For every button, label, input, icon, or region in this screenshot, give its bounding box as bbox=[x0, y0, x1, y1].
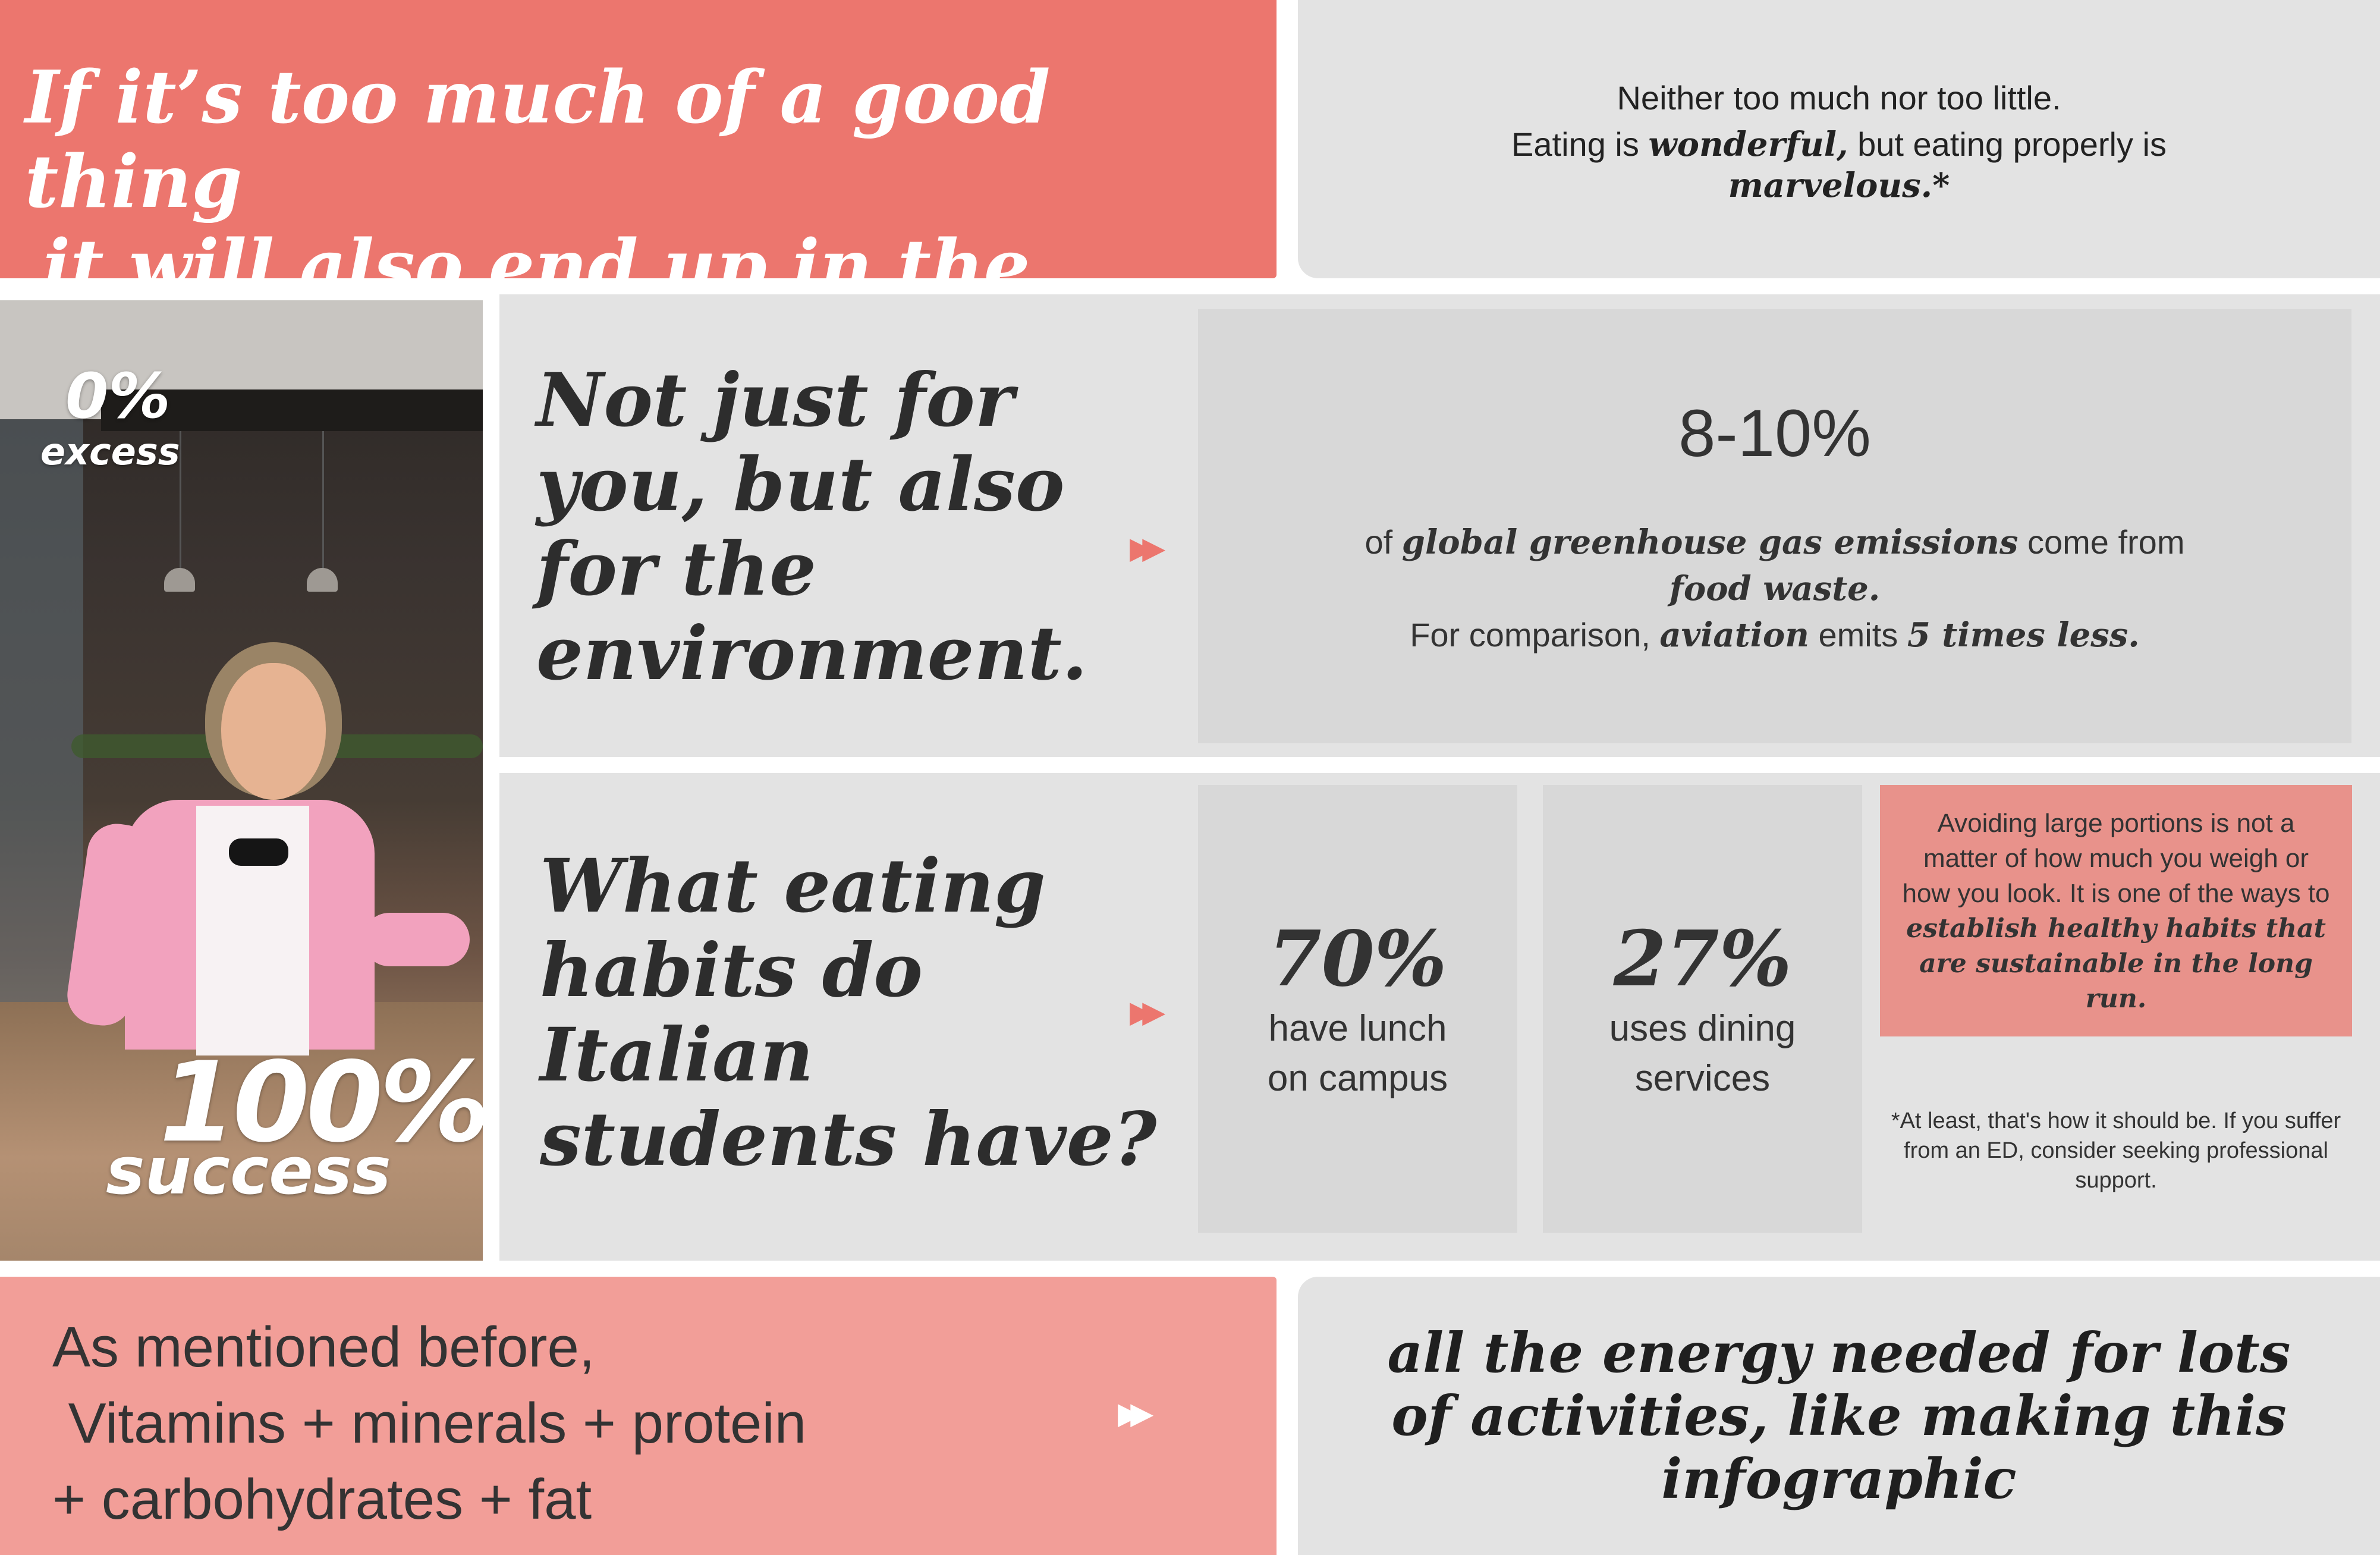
energy-text: all the energy needed for lots of activi… bbox=[1388, 1321, 2291, 1510]
bow-tie-icon bbox=[229, 838, 288, 866]
question-line: you, but also bbox=[536, 442, 1065, 528]
question-line: habits do bbox=[540, 928, 923, 1014]
energy-panel: all the energy needed for lots of activi… bbox=[1298, 1277, 2380, 1555]
emissions-description: of global greenhouse gas emissions come … bbox=[1365, 519, 2185, 658]
excess-label: excess bbox=[40, 430, 180, 473]
tagline-line-3: marvelous.* bbox=[1511, 168, 2167, 203]
question-line: Not just for bbox=[536, 357, 1014, 444]
question-line: Italian bbox=[540, 1012, 814, 1098]
tagline-text: Eating is bbox=[1511, 125, 1649, 163]
headline-line-1: If it’s too much of a good thing bbox=[25, 54, 1051, 224]
lunch-label-line: have lunch bbox=[1268, 1007, 1447, 1049]
emissions-text: emits bbox=[1809, 615, 1907, 654]
energy-line: all the energy needed for lots bbox=[1387, 1321, 2291, 1385]
times-less-emphasis: 5 times less. bbox=[1907, 615, 2140, 655]
lunch-value: 70% bbox=[1268, 914, 1447, 1004]
question-line: students have? bbox=[540, 1097, 1157, 1183]
emissions-emphasis: global greenhouse gas emissions bbox=[1401, 522, 2019, 562]
photo-ceiling-beam bbox=[101, 389, 483, 431]
photo-window bbox=[0, 419, 83, 1014]
emissions-text: For comparison, bbox=[1410, 615, 1660, 654]
dining-label: uses dining services bbox=[1609, 1004, 1796, 1104]
emissions-text: of bbox=[1365, 523, 1402, 561]
question-line: for the bbox=[536, 526, 816, 612]
emissions-line-1: of global greenhouse gas emissions come … bbox=[1365, 519, 2185, 566]
emissions-stat-box: 8-10% of global greenhouse gas emissions… bbox=[1198, 309, 2351, 743]
footnote: *At least, that's how it should be. If y… bbox=[1880, 1100, 2352, 1201]
photo-person-face bbox=[221, 663, 326, 800]
nutrients-text: As mentioned before, Vitamins + minerals… bbox=[52, 1309, 806, 1538]
success-value: 100% bbox=[159, 1038, 483, 1167]
energy-line: infographic bbox=[1661, 1447, 2017, 1511]
lamp-icon bbox=[164, 568, 195, 592]
nutrients-line: Vitamins + minerals + protein bbox=[52, 1391, 807, 1455]
energy-line: of activities, like making this bbox=[1391, 1384, 2287, 1448]
dining-value: 27% bbox=[1613, 914, 1792, 1004]
emissions-value: 8-10% bbox=[1678, 395, 1871, 470]
dining-label-line: services bbox=[1634, 1057, 1771, 1099]
question-line: What eating bbox=[540, 843, 1046, 929]
tagline-emphasis-marvelous: marvelous.* bbox=[1728, 166, 1950, 205]
portions-note: Avoiding large portions is not a matter … bbox=[1898, 806, 2334, 1016]
dining-label-line: uses dining bbox=[1609, 1007, 1796, 1049]
lamp-cord bbox=[180, 431, 181, 568]
portions-note-emphasis: establish healthy habits that are sustai… bbox=[1906, 913, 2326, 1014]
photo-person-arm bbox=[363, 913, 470, 966]
lunch-label: have lunch on campus bbox=[1268, 1004, 1448, 1104]
photo-panel: 0% excess 100% success bbox=[0, 300, 483, 1261]
nutrients-line: + carbohydrates + fat bbox=[52, 1468, 592, 1531]
lunch-label-line: on campus bbox=[1267, 1057, 1448, 1099]
dining-stat-box: 27% uses dining services bbox=[1543, 785, 1862, 1233]
tagline-text: but eating properly is bbox=[1848, 125, 2167, 163]
headline-banner: If it’s too much of a good thing it will… bbox=[0, 0, 1277, 392]
lunch-stat-box: 70% have lunch on campus bbox=[1198, 785, 1517, 1233]
tagline-panel: Neither too much nor too little. Eating … bbox=[1298, 0, 2380, 278]
emissions-text: come from bbox=[2018, 523, 2185, 561]
portions-note-box: Avoiding large portions is not a matter … bbox=[1880, 785, 2352, 1036]
question-line: environment. bbox=[536, 611, 1088, 697]
nutrients-panel: As mentioned before, Vitamins + minerals… bbox=[0, 1277, 1277, 1555]
aviation-emphasis: aviation bbox=[1659, 615, 1809, 655]
tagline-line-2: Eating is wonderful, but eating properly… bbox=[1511, 121, 2167, 168]
food-waste-emphasis: food waste. bbox=[1669, 568, 1881, 608]
emissions-line-2: food waste. bbox=[1365, 566, 2185, 612]
tagline-line-1: Neither too much nor too little. bbox=[1617, 79, 2061, 117]
tagline-emphasis-wonderful: wonderful, bbox=[1648, 125, 1848, 164]
double-arrow-icon: ▸▸ bbox=[1130, 520, 1165, 574]
habits-question: What eating habits do Italian students h… bbox=[540, 844, 1156, 1182]
success-label: success bbox=[106, 1133, 391, 1209]
portions-note-text: Avoiding large portions is not a matter … bbox=[1902, 808, 2330, 908]
double-arrow-icon: ▸▸ bbox=[1118, 1386, 1153, 1439]
environment-question: Not just for you, but also for the envir… bbox=[536, 359, 1087, 696]
lamp-cord bbox=[322, 431, 324, 568]
tagline: Neither too much nor too little. Eating … bbox=[1511, 75, 2167, 203]
footnote-text: *At least, that's how it should be. If y… bbox=[1891, 1108, 2341, 1193]
lamp-icon bbox=[307, 568, 338, 592]
excess-value: 0% bbox=[65, 360, 171, 432]
emissions-line-3: For comparison, aviation emits 5 times l… bbox=[1365, 612, 2185, 658]
nutrients-line: As mentioned before, bbox=[52, 1315, 595, 1379]
double-arrow-icon: ▸▸ bbox=[1130, 984, 1165, 1038]
